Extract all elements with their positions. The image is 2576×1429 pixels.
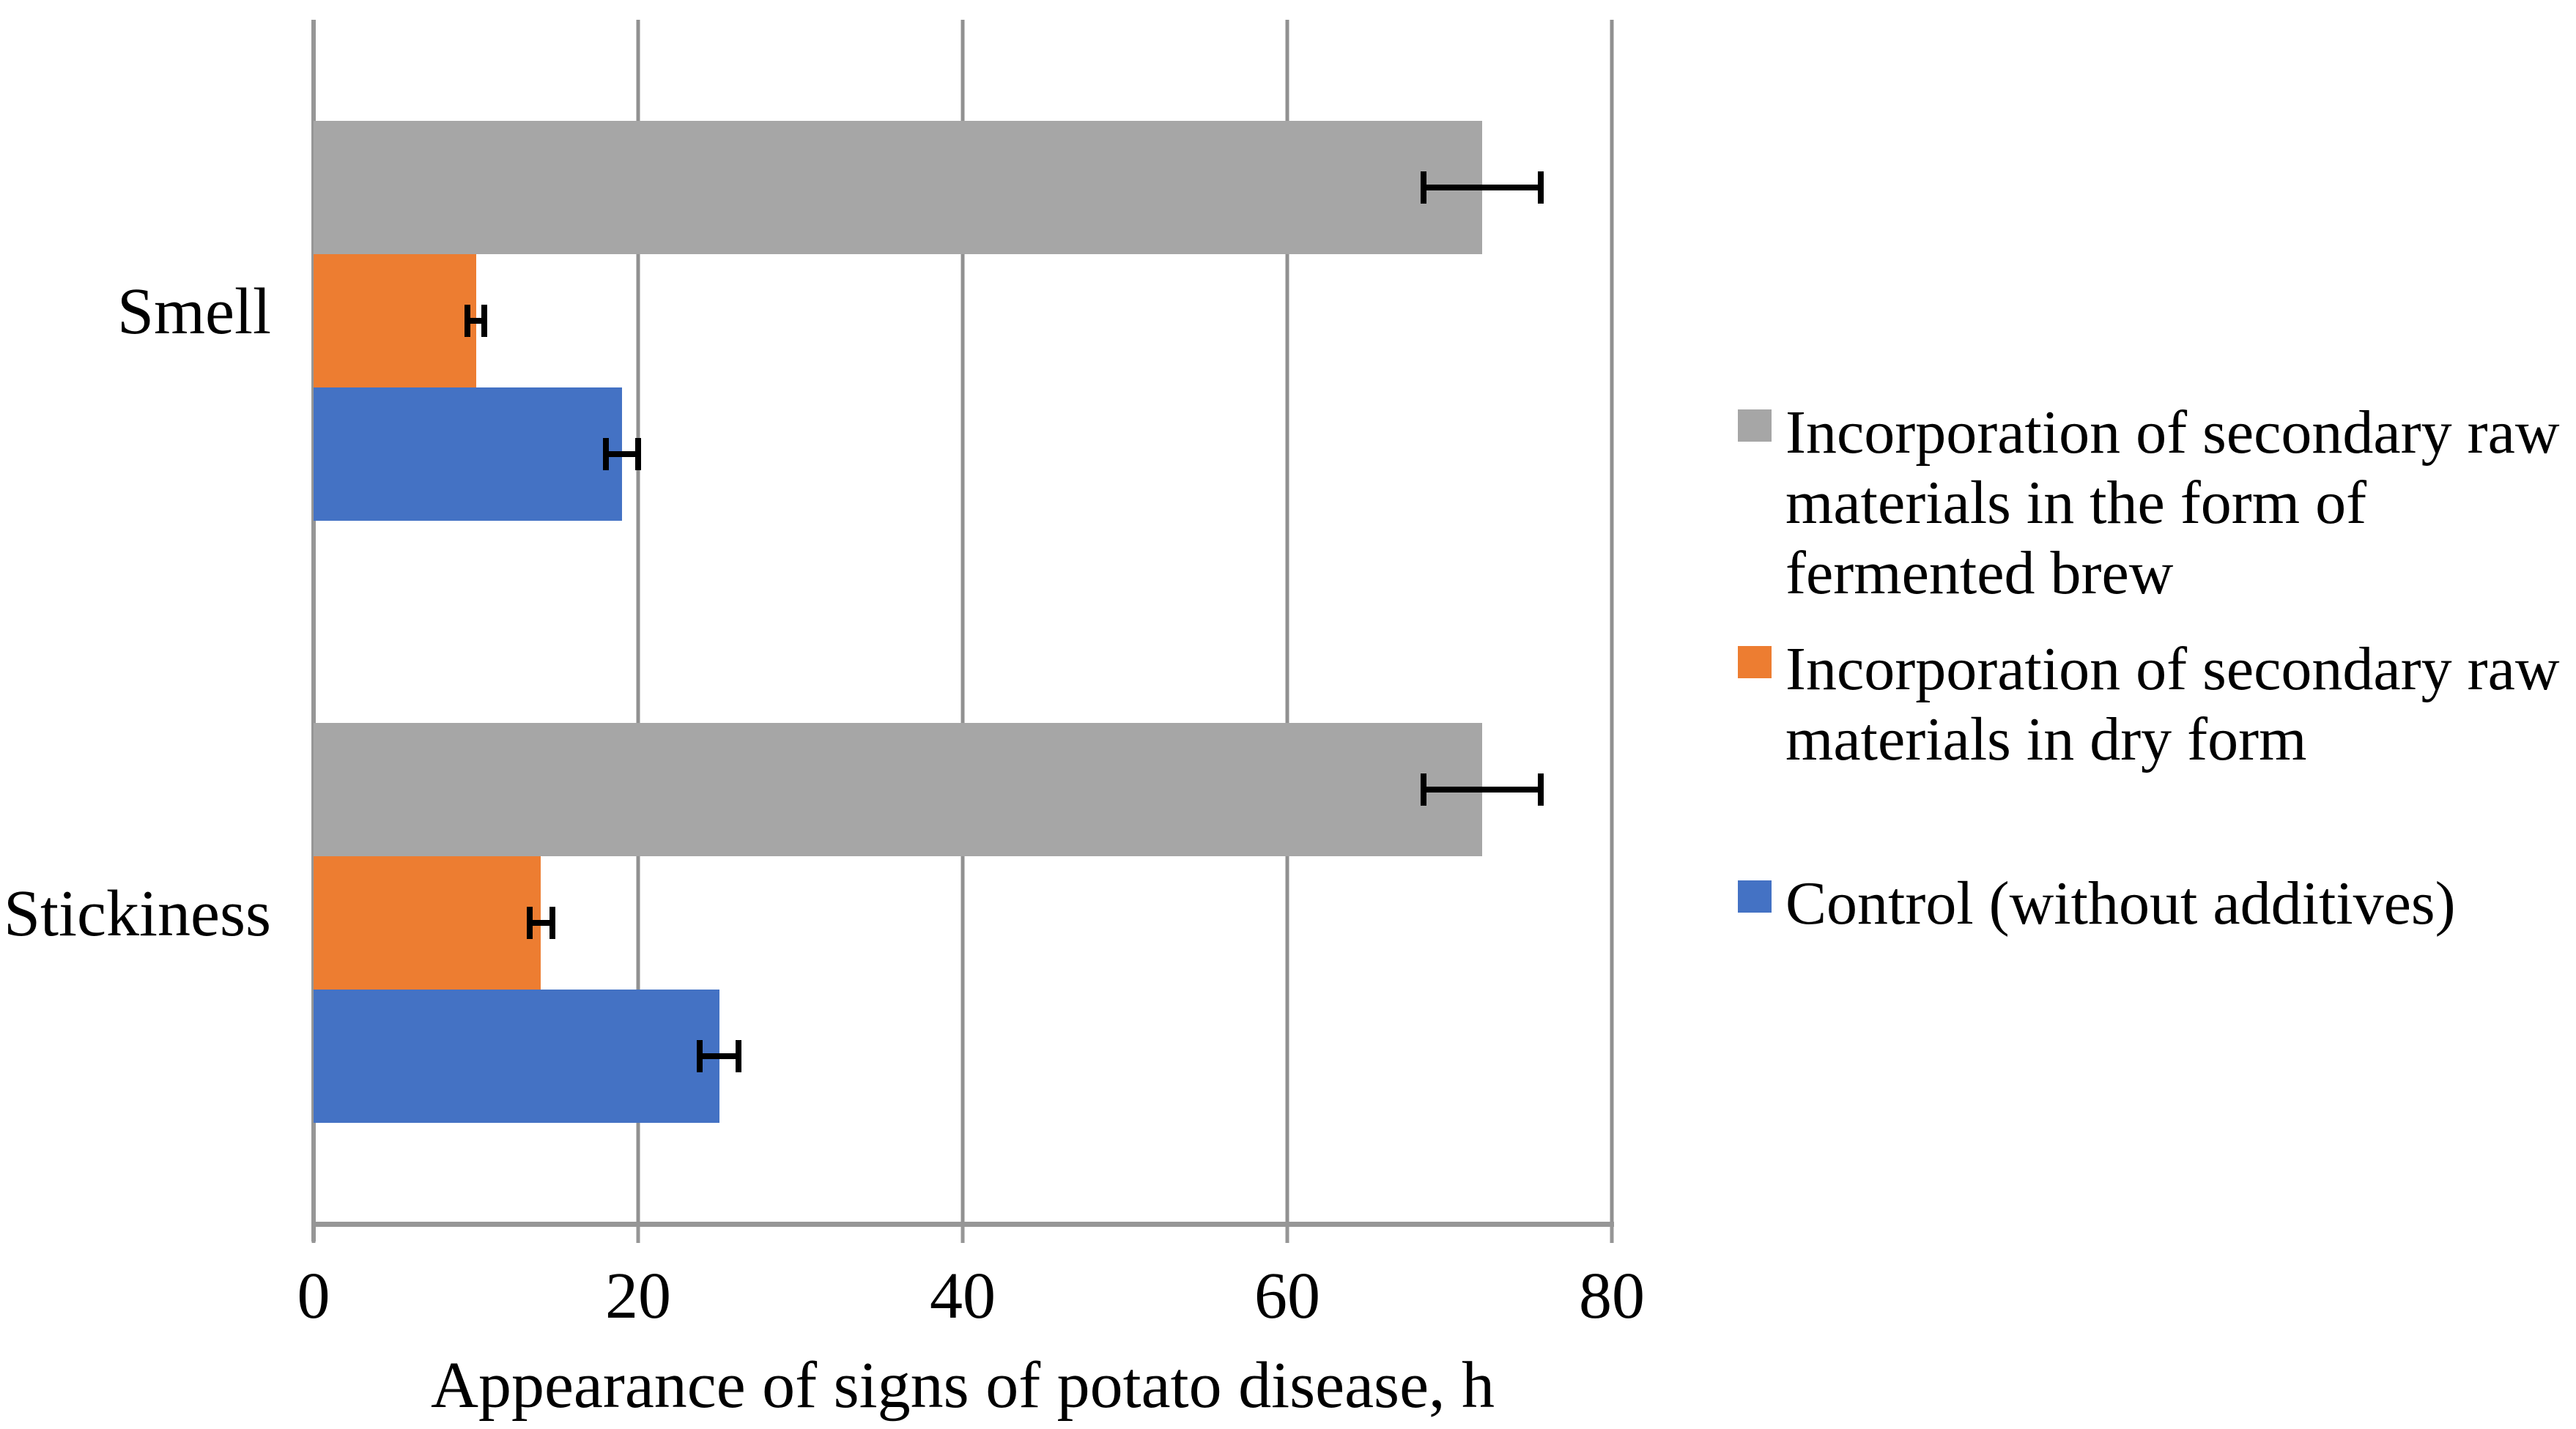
legend-label: Incorporation of secondary raw materials… — [1785, 398, 2560, 607]
error-bar — [1424, 185, 1541, 190]
x-gridline — [1610, 20, 1614, 1224]
bar — [314, 723, 1482, 856]
category-label: Smell — [116, 275, 271, 348]
x-tick-label: 80 — [1579, 1260, 1645, 1332]
x-gridline — [1285, 20, 1289, 1224]
error-bar — [605, 451, 638, 457]
error-bar — [529, 920, 552, 926]
x-gridline — [961, 20, 965, 1224]
legend-swatch-icon — [1738, 409, 1772, 442]
error-bar-cap — [736, 1040, 742, 1072]
error-bar-cap — [481, 305, 487, 337]
bar — [314, 856, 541, 990]
x-axis-tick — [1285, 1227, 1289, 1243]
x-axis-tick — [961, 1227, 965, 1243]
x-tick-label: 0 — [297, 1260, 330, 1332]
error-bar-cap — [526, 907, 533, 939]
legend-item: Incorporation of secondary raw materials… — [1738, 634, 2576, 775]
error-bar-cap — [697, 1040, 703, 1072]
x-gridline — [636, 20, 640, 1224]
legend-item: Control (without additives) — [1738, 869, 2576, 939]
plot-area: 0 20 40 60 80 Smell Stickiness — [4, 20, 1645, 1329]
bar — [314, 121, 1482, 254]
error-bar — [1424, 787, 1541, 793]
legend-swatch-icon — [1738, 880, 1772, 913]
legend: Incorporation of secondary raw materials… — [1738, 0, 2576, 1429]
legend-item: Incorporation of secondary raw materials… — [1738, 398, 2576, 608]
legend-swatch-icon — [1738, 646, 1772, 678]
bar — [314, 990, 719, 1123]
x-tick-label: 20 — [605, 1260, 671, 1332]
error-bar-cap — [1421, 773, 1427, 806]
error-bar — [700, 1053, 739, 1059]
error-bar-cap — [635, 438, 641, 470]
legend-label: Incorporation of secondary raw materials… — [1785, 635, 2560, 773]
error-bar-cap — [465, 305, 471, 337]
error-bar-cap — [1537, 773, 1544, 806]
category-label: Stickiness — [3, 877, 271, 950]
x-tick-label: 60 — [1254, 1260, 1320, 1332]
bar — [314, 387, 622, 521]
x-axis-title: Appearance of signs of potato disease, h — [430, 1349, 1495, 1422]
error-bar-cap — [549, 907, 555, 939]
x-axis-line — [311, 1222, 1614, 1227]
error-bar-cap — [602, 438, 609, 470]
bar — [314, 254, 476, 387]
y-axis-line — [311, 20, 316, 1241]
x-tick-label: 40 — [930, 1260, 996, 1332]
error-bar-cap — [1537, 171, 1544, 204]
error-bar-cap — [1421, 171, 1427, 204]
error-bar — [467, 318, 484, 324]
x-axis-tick — [1610, 1227, 1614, 1243]
legend-label: Control (without additives) — [1785, 869, 2456, 938]
x-axis-tick — [636, 1227, 640, 1243]
